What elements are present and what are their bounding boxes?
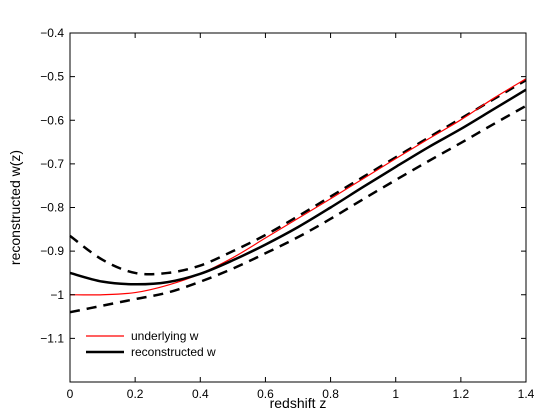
x-axis-label: redshift z [270,395,327,411]
y-tick-label: −0.4 [40,26,64,40]
series-reconstructed-w [69,88,527,286]
y-tick-label: −0.8 [40,201,64,215]
y-tick-label: −0.9 [40,244,64,258]
y-tick-label: −1.1 [40,331,64,345]
x-tick-label: 0.8 [322,387,339,401]
legend-label-reconstructed: reconstructed w [131,345,216,359]
data-layer [69,78,527,314]
legend-label-underlying: underlying w [131,329,199,343]
y-axis-label: reconstructed w(z) [7,150,23,265]
y-tick-label: −0.7 [40,157,64,171]
y-tick-label: −1 [50,288,64,302]
legend: underlying w reconstructed w [86,329,216,359]
y-tick-label: −0.5 [40,70,64,84]
x-tick-label: 1.2 [453,387,470,401]
x-tick-label: 0.6 [257,387,274,401]
x-tick-label: 0.2 [127,387,144,401]
x-tick-label: 1.4 [518,387,535,401]
ticks-layer: 0 0.2 0.4 0.6 0.8 1 1.2 1.4 −1.1 −1 −0.9 −0.8 −0.7 −0… [40,26,534,401]
x-tick-label: 1 [392,387,399,401]
x-tick-label: 0.4 [192,387,209,401]
y-tick-label: −0.6 [40,113,64,127]
series-lower-bound [69,104,527,314]
series-upper-bound [69,79,527,276]
series-underlying-w [69,78,527,296]
x-tick-label: 0 [67,387,74,401]
